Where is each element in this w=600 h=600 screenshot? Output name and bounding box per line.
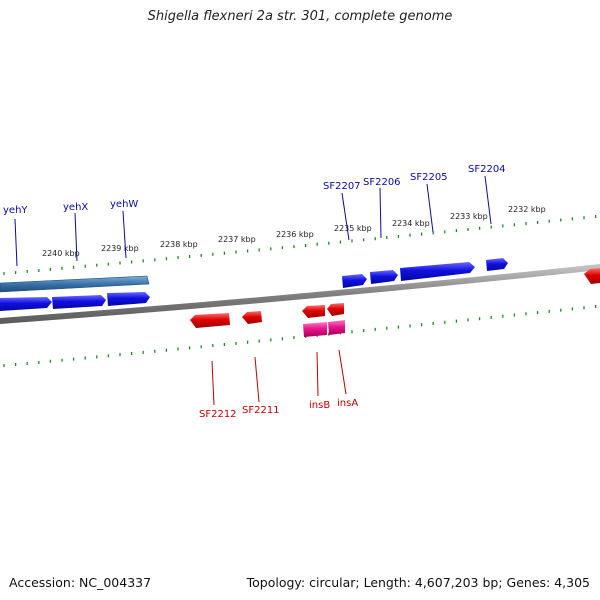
gene-label-insA[interactable]: insA (337, 398, 358, 409)
forward-strand-genes (0, 258, 508, 311)
scale-label: 2235 kbp (334, 224, 372, 233)
gene-arrow-reverse[interactable] (327, 303, 344, 316)
gene-arrow-forward[interactable] (342, 274, 367, 288)
label-leader (211, 360, 215, 406)
gene-label-SF2204[interactable]: SF2204 (468, 164, 506, 175)
genome-backbone (0, 264, 600, 324)
label-leader (74, 212, 78, 262)
gene-arrow-reverse[interactable] (584, 268, 600, 284)
label-leader (338, 349, 347, 395)
scale-label: 2237 kbp (218, 235, 256, 244)
scale-labels: 2240 kbp 2239 kbp 2238 kbp 2237 kbp 2236… (42, 205, 546, 258)
gene-label-SF2205[interactable]: SF2205 (410, 172, 448, 183)
label-leader (426, 183, 434, 233)
reverse-gene-labels (211, 349, 347, 406)
gene-arrow-reverse[interactable] (190, 313, 230, 328)
genome-summary-text: Topology: circular; Length: 4,607,203 bp… (246, 575, 590, 590)
gene-label-insB[interactable]: insB (309, 400, 330, 411)
label-leader (122, 210, 127, 259)
outer-tick-ring (3, 215, 597, 276)
label-leader (341, 192, 350, 241)
label-leader (379, 187, 382, 239)
label-leader (254, 356, 260, 403)
gene-arrow-forward[interactable] (107, 292, 150, 306)
gene-arrow-forward[interactable] (370, 270, 398, 284)
gene-label-yehY[interactable]: yehY (3, 205, 28, 216)
gene-arrow-reverse[interactable] (328, 320, 345, 335)
gene-arrow-forward[interactable] (52, 295, 106, 309)
scale-label: 2239 kbp (101, 244, 139, 253)
scale-label: 2240 kbp (42, 249, 80, 258)
accession-text: Accession: NC_004337 (9, 575, 152, 590)
gene-label-SF2207[interactable]: SF2207 (323, 181, 361, 192)
label-leader (14, 218, 18, 267)
gene-arrow-forward[interactable] (0, 297, 52, 311)
gene-label-SF2206[interactable]: SF2206 (363, 177, 401, 188)
gene-label-yehX[interactable]: yehX (63, 202, 88, 213)
scale-label: 2232 kbp (508, 205, 546, 214)
scale-label: 2233 kbp (450, 212, 488, 221)
gene-arrow-forward[interactable] (486, 258, 508, 271)
forward-gene-labels (14, 175, 492, 267)
gene-arrow-reverse[interactable] (242, 311, 262, 324)
gene-arrow-forward[interactable] (400, 262, 475, 281)
gene-arrow-reverse[interactable] (303, 322, 327, 337)
inner-tick-ring (3, 305, 597, 368)
scale-label: 2238 kbp (160, 240, 198, 249)
map-title: Shigella flexneri 2a str. 301, complete … (147, 9, 453, 24)
scale-label: 2236 kbp (276, 230, 314, 239)
label-leader (484, 175, 492, 225)
label-leader (316, 351, 319, 397)
gene-label-SF2212[interactable]: SF2212 (199, 409, 237, 420)
scale-label: 2234 kbp (392, 219, 430, 228)
reverse-strand-genes (190, 268, 600, 337)
gene-arrow-forward[interactable] (0, 275, 150, 293)
gene-label-yehW[interactable]: yehW (110, 199, 138, 210)
gene-arrow-reverse[interactable] (302, 305, 325, 318)
gene-label-SF2211[interactable]: SF2211 (242, 405, 280, 416)
